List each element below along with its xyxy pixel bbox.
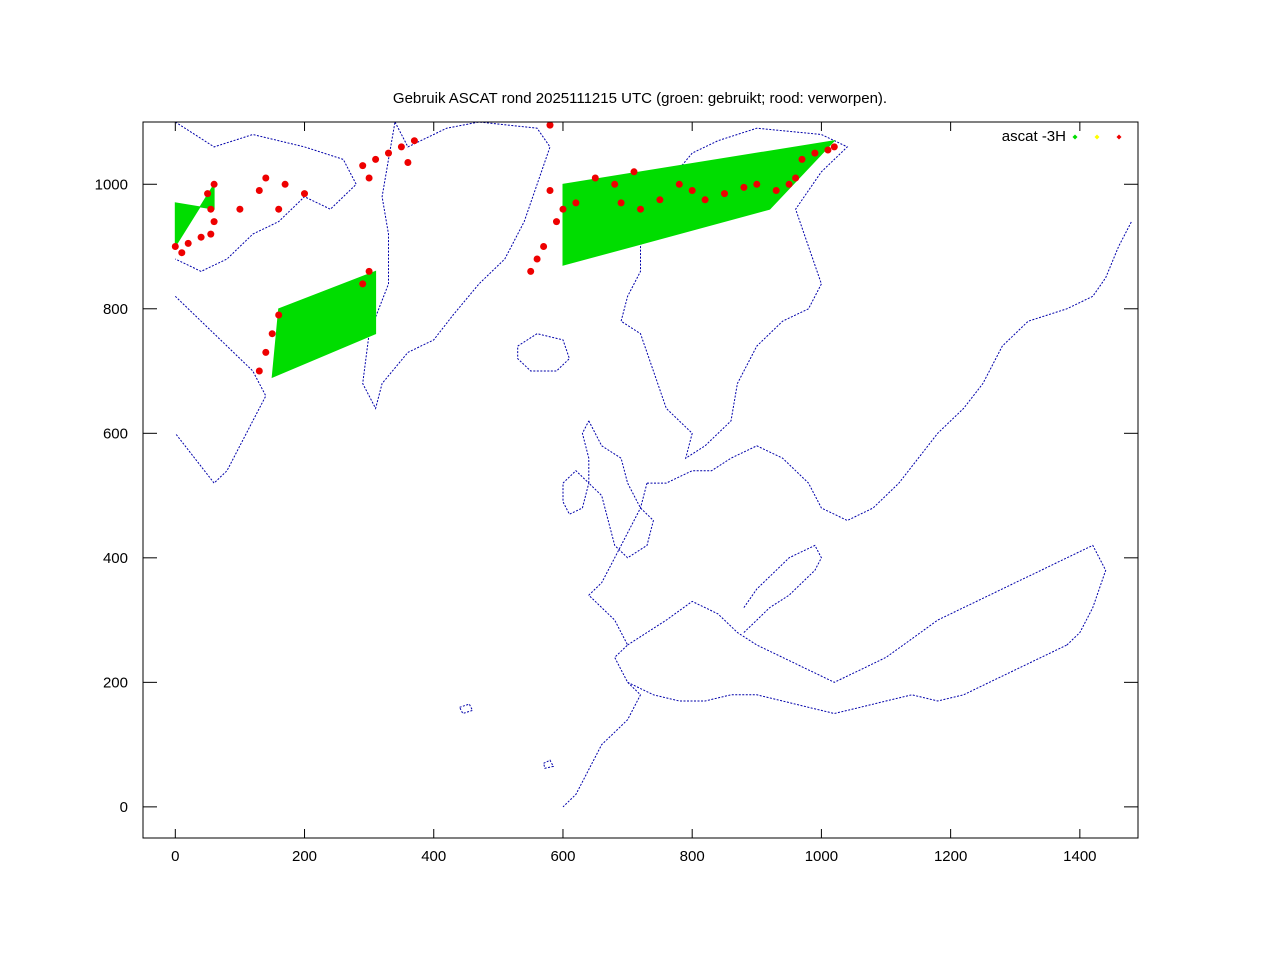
x-tick-label: 1400	[1063, 848, 1096, 865]
coastline	[562, 482, 648, 808]
point-rejected	[591, 174, 599, 182]
point-rejected	[527, 267, 535, 275]
point-rejected	[372, 155, 380, 163]
coastline	[174, 295, 267, 484]
coastline	[627, 644, 1068, 715]
point-rejected	[772, 187, 780, 194]
point-rejected	[281, 180, 289, 188]
legend-markers	[1072, 134, 1122, 140]
point-rejected	[301, 190, 308, 198]
point-rejected	[830, 143, 838, 151]
x-tick-label: 0	[171, 848, 179, 865]
point-rejected	[178, 249, 186, 257]
point-rejected	[210, 180, 218, 188]
y-tick-label: 1000	[95, 176, 128, 193]
data-layer	[171, 121, 838, 379]
point-rejected	[753, 180, 761, 188]
point-rejected	[210, 218, 218, 226]
tick-layer: 0 200 400 600 800 1000 1200 1400 0 200 400 600 800 10…	[95, 122, 1138, 865]
point-rejected	[546, 187, 554, 194]
point-rejected	[275, 311, 283, 319]
point-rejected	[611, 180, 619, 188]
point-rejected	[792, 174, 800, 182]
point-rejected	[740, 183, 748, 191]
point-rejected	[553, 218, 560, 226]
y-tick-label: 600	[103, 425, 128, 442]
point-rejected	[656, 196, 664, 204]
coastline	[620, 127, 849, 460]
point-rejected	[184, 239, 192, 247]
y-tick-label: 200	[103, 674, 128, 691]
x-tick-label: 1200	[934, 848, 967, 865]
x-tick-label: 200	[292, 848, 317, 865]
point-rejected	[675, 180, 683, 188]
point-rejected	[171, 243, 179, 250]
coastline	[459, 703, 474, 715]
x-tick-label: 1000	[805, 848, 838, 865]
point-rejected	[404, 159, 412, 166]
point-rejected	[204, 190, 212, 198]
point-rejected	[701, 196, 709, 204]
x-tick-label: 400	[421, 848, 446, 865]
point-rejected	[197, 233, 205, 241]
legend-marker-rejected	[1116, 134, 1122, 140]
point-rejected	[365, 267, 373, 275]
point-rejected	[533, 255, 541, 263]
point-rejected	[385, 149, 392, 157]
swath-used	[271, 270, 377, 379]
point-rejected	[262, 174, 270, 182]
point-rejected	[688, 187, 696, 194]
point-rejected	[546, 121, 554, 129]
y-tick-label: 400	[103, 550, 128, 567]
coastline-layer	[174, 121, 1132, 808]
x-tick-label: 600	[550, 848, 575, 865]
point-rejected	[811, 149, 819, 157]
point-rejected	[236, 205, 244, 213]
plot-frame	[142, 121, 1139, 839]
point-rejected	[721, 190, 728, 198]
point-rejected	[798, 155, 806, 163]
point-rejected	[410, 137, 418, 145]
coastline	[175, 121, 357, 272]
coastline	[362, 121, 551, 410]
point-rejected	[207, 205, 215, 213]
coastline	[627, 544, 1107, 683]
coastline	[581, 420, 654, 559]
y-tick-label: 0	[120, 799, 128, 816]
point-rejected	[540, 243, 548, 250]
point-rejected	[275, 205, 283, 213]
legend: ascat -3H	[1002, 128, 1122, 145]
point-rejected	[572, 199, 580, 207]
point-rejected	[785, 180, 793, 188]
point-rejected	[617, 199, 625, 207]
coastline	[647, 221, 1132, 522]
coastline	[543, 759, 555, 769]
point-rejected	[397, 143, 405, 151]
coastline	[743, 544, 822, 633]
point-rejected	[268, 330, 276, 338]
y-tick-label: 800	[103, 301, 128, 318]
legend-marker-uncertain	[1094, 134, 1100, 140]
legend-marker-used	[1072, 134, 1078, 140]
point-rejected	[637, 205, 644, 213]
legend-label: ascat -3H	[1002, 128, 1066, 145]
swath-used	[562, 139, 836, 266]
point-rejected	[559, 205, 567, 213]
coastline	[562, 470, 590, 515]
x-tick-label: 800	[680, 848, 705, 865]
point-rejected	[630, 168, 638, 176]
point-rejected	[365, 174, 373, 182]
coastline	[517, 333, 570, 372]
point-rejected	[262, 348, 270, 356]
point-rejected	[255, 187, 263, 194]
point-rejected	[359, 280, 367, 288]
chart-title: Gebruik ASCAT rond 2025111215 UTC (groen…	[393, 90, 887, 107]
point-rejected	[359, 162, 367, 170]
point-rejected	[824, 146, 832, 154]
point-rejected	[255, 367, 263, 375]
point-rejected	[207, 230, 215, 238]
